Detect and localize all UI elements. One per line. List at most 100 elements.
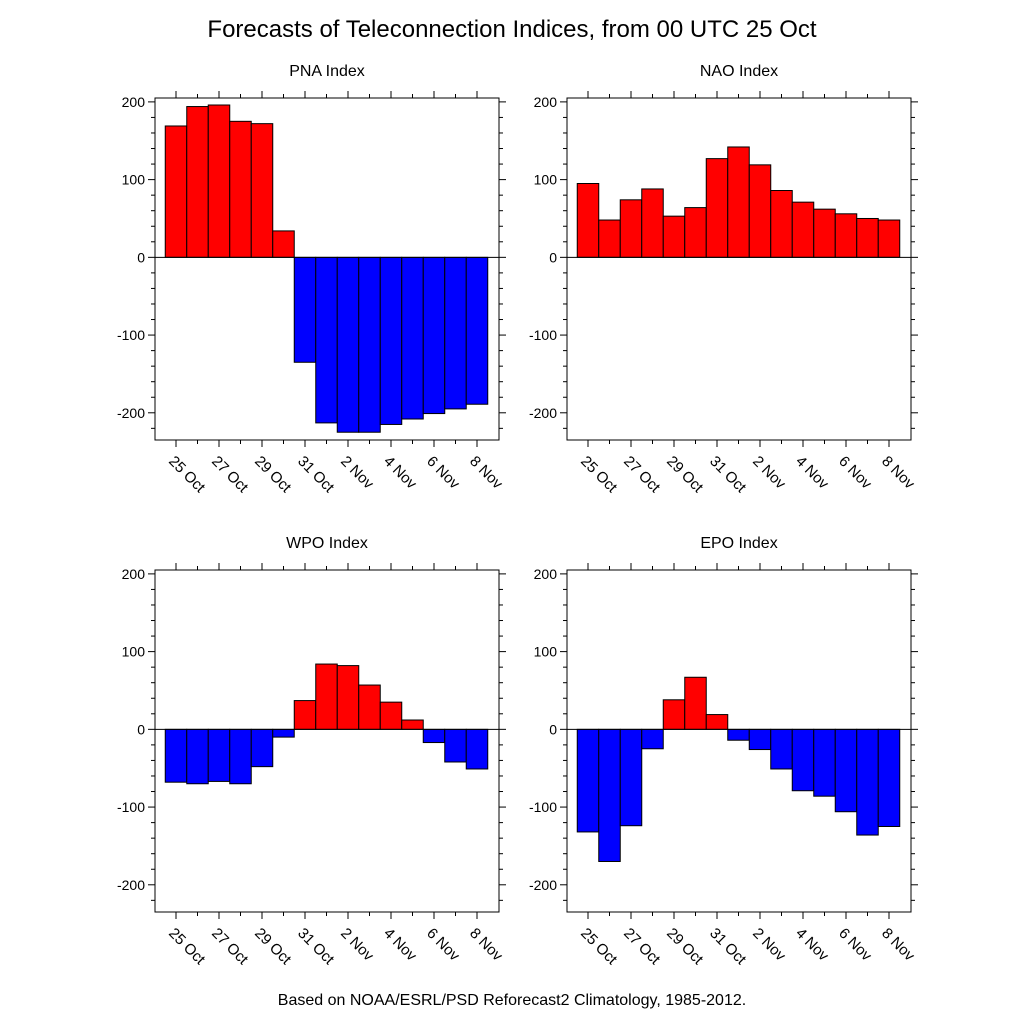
bar-4-nov (791, 201, 815, 258)
bar-31-oct (293, 256, 317, 363)
ytick-label: -200 (529, 877, 557, 893)
ytick-label: 0 (549, 249, 557, 265)
ytick-label: 200 (534, 566, 558, 582)
xtick-label: 31 Oct (294, 925, 338, 969)
xtick-label: 4 Nov (380, 925, 420, 965)
xtick-label: 29 Oct (663, 925, 707, 969)
ytick-label: -100 (117, 327, 145, 343)
chart-panel-2: WPO Index -200 -100 0 100 200 25 Oct 27 Oct 29 O… (117, 535, 506, 969)
xtick-label: 6 Nov (423, 925, 463, 965)
bar-25-oct (576, 183, 600, 258)
panel-title: NAO Index (700, 63, 778, 80)
bar-26-oct (186, 106, 209, 258)
bar-8-nov (465, 256, 489, 405)
footer-note: Based on NOAA/ESRL/PSD Reforecast2 Clima… (277, 992, 747, 1009)
xtick-label: 27 Oct (208, 453, 252, 497)
xtick-label: 8 Nov (466, 925, 506, 965)
bar-26-oct (598, 219, 621, 258)
bar-1-nov (727, 146, 750, 258)
ytick-label: 200 (122, 566, 146, 582)
chart-panel-1: NAO Index -200 -100 0 100 200 25 Oct 27 Oct 29 O… (529, 63, 918, 497)
panel-title: PNA Index (289, 63, 365, 80)
bar-30-oct (684, 207, 707, 258)
chart-panel-3: EPO Index -200 -100 0 100 200 25 Oct 27 Oct 29 O… (529, 535, 918, 969)
bar-6-nov (422, 728, 446, 744)
ytick-label: -100 (529, 799, 557, 815)
chart-panel-0: PNA Index -200 -100 0 100 200 25 Oct 27 Oct 29 O… (117, 63, 506, 497)
bar-30-oct (684, 676, 707, 730)
xtick-label: 2 Nov (337, 453, 377, 493)
bar-29-oct (662, 699, 686, 730)
panel-title: WPO Index (286, 535, 368, 552)
xtick-label: 4 Nov (792, 453, 832, 493)
ytick-label: 100 (122, 172, 146, 188)
bar-28-oct (641, 188, 664, 258)
xtick-label: 8 Nov (878, 925, 918, 965)
xtick-label: 25 Oct (577, 453, 621, 497)
bar-1-nov (315, 256, 338, 424)
bar-1-nov (315, 663, 338, 730)
xtick-label: 27 Oct (620, 453, 664, 497)
bar-28-oct (229, 120, 252, 258)
xtick-label: 25 Oct (165, 925, 209, 969)
xtick-label: 29 Oct (663, 453, 707, 497)
bar-2-nov (748, 728, 772, 751)
xtick-label: 6 Nov (423, 453, 463, 493)
xtick-label: 25 Oct (165, 453, 209, 497)
bar-8-nov (465, 728, 489, 770)
xtick-label: 29 Oct (251, 925, 295, 969)
bar-8-nov (877, 219, 901, 258)
bar-5-nov (401, 719, 424, 730)
xtick-label: 31 Oct (294, 453, 338, 497)
bar-2-nov (748, 164, 772, 258)
ytick-label: -200 (117, 405, 145, 421)
bar-27-oct (619, 728, 643, 827)
xtick-label: 25 Oct (577, 925, 621, 969)
bar-29-oct (250, 123, 274, 258)
xtick-label: 31 Oct (706, 925, 750, 969)
xtick-label: 27 Oct (620, 925, 664, 969)
ytick-label: 0 (137, 721, 145, 737)
bar-5-nov (813, 208, 836, 258)
bar-3-nov (770, 190, 793, 258)
bar-3-nov (358, 256, 381, 433)
bar-26-oct (186, 728, 209, 785)
bar-2-nov (336, 665, 360, 730)
xtick-label: 2 Nov (337, 925, 377, 965)
ytick-label: -100 (117, 799, 145, 815)
bar-7-nov (856, 728, 879, 836)
bar-28-oct (641, 728, 664, 750)
xtick-label: 8 Nov (878, 453, 918, 493)
ytick-label: 200 (534, 94, 558, 110)
bar-29-oct (662, 215, 686, 258)
bar-6-nov (834, 728, 858, 813)
bar-25-oct (164, 125, 188, 258)
bar-27-oct (207, 104, 231, 258)
bar-25-oct (576, 728, 600, 833)
bar-30-oct (272, 230, 295, 258)
xtick-label: 4 Nov (380, 453, 420, 493)
bar-4-nov (379, 256, 403, 425)
bar-31-oct (293, 700, 317, 730)
xtick-label: 4 Nov (792, 925, 832, 965)
bar-4-nov (379, 701, 403, 730)
bar-29-oct (250, 728, 274, 768)
ytick-label: 0 (137, 249, 145, 265)
bar-2-nov (336, 256, 360, 433)
xtick-label: 6 Nov (835, 453, 875, 493)
bar-6-nov (834, 213, 858, 258)
ytick-label: 100 (534, 644, 558, 660)
ytick-label: 200 (122, 94, 146, 110)
bar-28-oct (229, 728, 252, 785)
ytick-label: 0 (549, 721, 557, 737)
bar-3-nov (358, 684, 381, 730)
bar-27-oct (619, 199, 643, 258)
bar-27-oct (207, 728, 231, 782)
bar-30-oct (272, 728, 295, 738)
bar-26-oct (598, 728, 621, 862)
xtick-label: 2 Nov (749, 925, 789, 965)
xtick-label: 29 Oct (251, 453, 295, 497)
bar-1-nov (727, 728, 750, 741)
bar-25-oct (164, 728, 188, 783)
